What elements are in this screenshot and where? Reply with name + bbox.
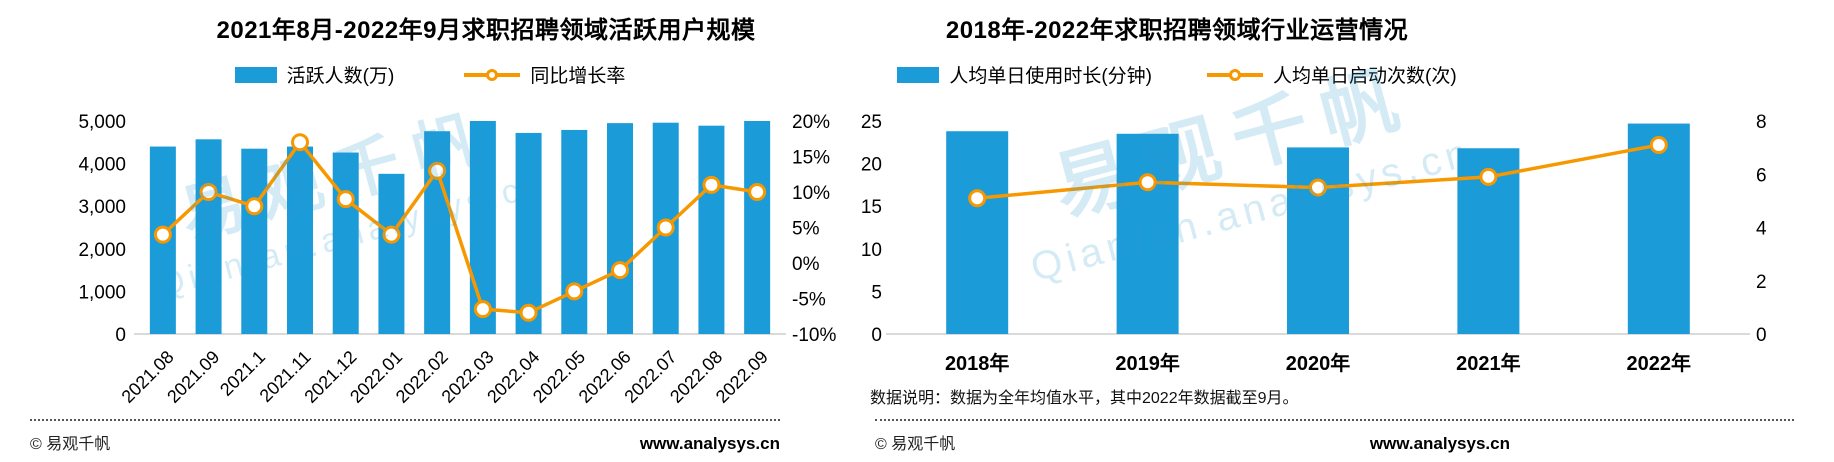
left-axis-tick: 5 bbox=[871, 282, 882, 303]
legend-item-bar: 人均单日使用时长(分钟) bbox=[897, 61, 1152, 88]
x-axis-label: 2021年 bbox=[1456, 351, 1521, 375]
line-marker bbox=[1309, 178, 1327, 197]
right-axis-tick: -5% bbox=[792, 290, 826, 311]
legend-item-line: 人均单日启动次数(次) bbox=[1207, 61, 1457, 88]
line-marker bbox=[336, 190, 355, 209]
bar-swatch-icon bbox=[897, 66, 940, 83]
line-marker bbox=[428, 161, 447, 180]
line-marker bbox=[1479, 167, 1498, 186]
bar bbox=[332, 152, 359, 334]
bar bbox=[946, 131, 1009, 334]
line-marker bbox=[153, 225, 172, 244]
legend-label-line: 人均单日启动次数(次) bbox=[1273, 66, 1457, 87]
active-users-combo-chart: 0 1,000 2,000 3,000 4,000 5,000 -10% -5% 0% 5% 10%… bbox=[78, 112, 836, 406]
bar bbox=[195, 139, 222, 334]
x-axis-label: 2019年 bbox=[1115, 351, 1180, 375]
chart-panel-active-users: 2021年8月-2022年9月求职招聘领域活跃用户规模 活跃人数(万) 同比增长… bbox=[0, 0, 860, 462]
line-marker bbox=[473, 300, 492, 319]
line-swatch-icon bbox=[464, 68, 521, 81]
x-axis-label: 2018年 bbox=[945, 351, 1010, 375]
legend-item-bar: 活跃人数(万) bbox=[234, 61, 395, 88]
website-text: www.analysys.cn bbox=[1369, 434, 1510, 453]
left-axis-tick: 25 bbox=[861, 112, 882, 133]
chart-title: 2021年8月-2022年9月求职招聘领域活跃用户规模 bbox=[216, 17, 756, 44]
right-axis-tick: 0 bbox=[1756, 325, 1767, 346]
legend: 人均单日使用时长(分钟) 人均单日启动次数(次) bbox=[860, 61, 1834, 88]
bar bbox=[1627, 123, 1690, 334]
line-marker bbox=[1649, 135, 1668, 154]
data-note: 数据说明：数据为全年均值水平，其中2022年数据截至9月。 bbox=[870, 390, 1299, 407]
bar bbox=[287, 146, 313, 334]
bar bbox=[744, 121, 771, 334]
bar bbox=[424, 131, 451, 334]
bar bbox=[561, 129, 588, 334]
bar bbox=[1116, 133, 1179, 334]
copyright-text: © 易观千帆 bbox=[875, 436, 956, 453]
line-marker bbox=[702, 175, 721, 194]
line-marker bbox=[968, 189, 987, 208]
left-axis-tick: 1,000 bbox=[78, 282, 126, 303]
bar bbox=[378, 173, 405, 334]
line-marker bbox=[199, 183, 218, 201]
bar bbox=[469, 121, 496, 334]
chart-panel-industry-ops: 2018年-2022年求职招聘领域行业运营情况 人均单日使用时长(分钟) 人均单… bbox=[860, 0, 1834, 462]
left-axis-tick: 4,000 bbox=[78, 155, 126, 176]
right-axis-tick: 6 bbox=[1756, 165, 1767, 186]
right-axis-tick: 0% bbox=[792, 254, 820, 275]
line-marker bbox=[291, 133, 309, 152]
legend-label-bar: 活跃人数(万) bbox=[286, 66, 395, 87]
growth-line bbox=[161, 140, 759, 315]
right-axis-tick: 4 bbox=[1756, 219, 1767, 240]
chart-footer: © 易观千帆 www.analysys.cn bbox=[875, 419, 1794, 454]
line-marker bbox=[245, 197, 264, 216]
line-marker bbox=[565, 282, 584, 301]
line-swatch-icon bbox=[1207, 68, 1263, 81]
legend-label-bar: 人均单日使用时长(分钟) bbox=[949, 66, 1152, 87]
bar-swatch-icon bbox=[234, 66, 277, 83]
line-marker bbox=[519, 303, 538, 322]
right-axis-tick: 8 bbox=[1756, 112, 1767, 133]
chart-title: 2018年-2022年求职招聘领域行业运营情况 bbox=[945, 17, 1409, 44]
left-axis-tick: 15 bbox=[861, 197, 882, 218]
bar bbox=[1287, 147, 1349, 334]
right-axis-tick: 5% bbox=[792, 219, 820, 240]
left-axis-tick: 10 bbox=[861, 240, 882, 261]
bar bbox=[607, 123, 633, 334]
line-marker bbox=[382, 225, 401, 244]
x-axis-label: 2020年 bbox=[1286, 351, 1351, 375]
line-marker bbox=[656, 218, 675, 237]
left-axis-tick: 2,000 bbox=[78, 240, 126, 261]
left-axis-tick: 20 bbox=[861, 155, 882, 176]
x-axis-label: 2022年 bbox=[1627, 351, 1692, 375]
bar bbox=[515, 132, 542, 334]
left-axis-tick: 5,000 bbox=[78, 112, 126, 133]
right-axis-tick: 2 bbox=[1756, 272, 1767, 293]
left-axis-tick: 0 bbox=[871, 325, 882, 346]
copyright-text: © 易观千帆 bbox=[30, 436, 111, 453]
bar bbox=[241, 148, 268, 334]
right-axis-tick: 20% bbox=[792, 112, 830, 133]
line-marker bbox=[1138, 173, 1157, 192]
right-axis-tick: -10% bbox=[792, 325, 836, 346]
legend: 活跃人数(万) 同比增长率 bbox=[0, 61, 860, 88]
legend-item-line: 同比增长率 bbox=[464, 61, 625, 88]
legend-label-line: 同比增长率 bbox=[530, 66, 626, 87]
right-axis-tick: 15% bbox=[792, 148, 830, 169]
line-marker bbox=[611, 261, 629, 280]
left-axis-tick: 3,000 bbox=[78, 197, 126, 218]
left-axis-tick: 0 bbox=[115, 325, 126, 346]
industry-ops-combo-chart: 0 5 10 15 20 25 0 2 4 6 8 2018年 2019年 2020年 2021年 2022年 bbox=[861, 112, 1767, 375]
right-axis-tick: 10% bbox=[792, 183, 830, 204]
website-text: www.analysys.cn bbox=[639, 434, 780, 453]
bar bbox=[698, 125, 725, 334]
line-marker bbox=[748, 183, 767, 201]
chart-footer: © 易观千帆 www.analysys.cn bbox=[30, 419, 780, 454]
